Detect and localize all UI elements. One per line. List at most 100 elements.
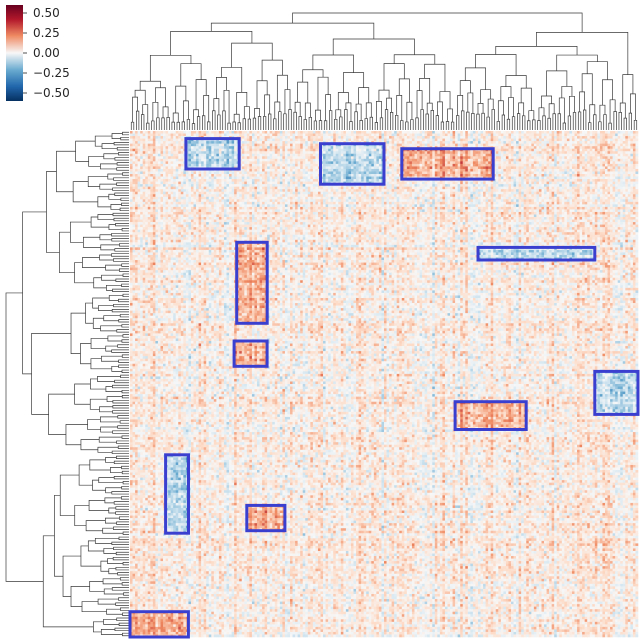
heatmap-cell: [453, 161, 456, 164]
heatmap-cell: [450, 182, 453, 185]
heatmap-cell: [628, 136, 631, 139]
heatmap-cell: [387, 134, 390, 137]
heatmap-cell: [171, 164, 174, 167]
heatmap-cell: [181, 187, 184, 190]
heatmap-cell: [196, 131, 199, 134]
heatmap-cell: [460, 161, 463, 164]
heatmap-cell: [483, 187, 486, 190]
heatmap-cell: [590, 184, 593, 187]
heatmap-cell: [427, 171, 430, 174]
heatmap-cell: [313, 151, 316, 154]
heatmap-cell: [348, 151, 351, 154]
heatmap-cell: [221, 141, 224, 144]
heatmap-cell: [435, 154, 438, 157]
heatmap-cell: [336, 136, 339, 139]
heatmap-cell: [216, 174, 219, 177]
heatmap-cell: [204, 184, 207, 187]
heatmap-cell: [277, 156, 280, 159]
heatmap-cell: [552, 136, 555, 139]
heatmap-cell: [260, 139, 263, 142]
heatmap-cell: [448, 161, 451, 164]
heatmap-cell: [303, 134, 306, 137]
heatmap-cell: [506, 182, 509, 185]
heatmap-cell: [506, 156, 509, 159]
heatmap-cell: [133, 169, 136, 172]
heatmap-cell: [310, 141, 313, 144]
heatmap-cell: [234, 154, 237, 157]
heatmap-cell: [305, 161, 308, 164]
heatmap-cell: [389, 164, 392, 167]
heatmap-cell: [526, 154, 529, 157]
heatmap-cell: [227, 189, 230, 192]
heatmap-cell: [287, 149, 290, 152]
heatmap-cell: [389, 136, 392, 139]
heatmap-cell: [430, 192, 433, 195]
heatmap-cell: [303, 159, 306, 162]
heatmap-cell: [379, 149, 382, 152]
heatmap-cell: [389, 179, 392, 182]
heatmap-cell: [229, 154, 232, 157]
heatmap-cell: [178, 179, 181, 182]
heatmap-cell: [166, 182, 169, 185]
heatmap-cell: [420, 131, 423, 134]
heatmap-cell: [414, 182, 417, 185]
heatmap-cell: [150, 179, 153, 182]
heatmap-cell: [376, 131, 379, 134]
heatmap-cell: [275, 131, 278, 134]
heatmap-cell: [526, 131, 529, 134]
heatmap-cell: [211, 177, 214, 180]
heatmap-cell: [341, 149, 344, 152]
heatmap-cell: [221, 159, 224, 162]
heatmap-cell: [354, 169, 357, 172]
heatmap-cell: [463, 166, 466, 169]
heatmap-cell: [295, 177, 298, 180]
heatmap-cell: [178, 164, 181, 167]
heatmap-cell: [310, 144, 313, 147]
heatmap-cell: [473, 144, 476, 147]
heatmap-cell: [138, 166, 141, 169]
heatmap-cell: [346, 139, 349, 142]
heatmap-cell: [282, 184, 285, 187]
heatmap-cell: [204, 144, 207, 147]
heatmap-cell: [488, 169, 491, 172]
heatmap-cell: [564, 166, 567, 169]
heatmap-cell: [445, 144, 448, 147]
heatmap-cell: [199, 184, 202, 187]
heatmap-cell: [623, 174, 626, 177]
heatmap-cell: [201, 179, 204, 182]
heatmap-cell: [430, 166, 433, 169]
heatmap-cell: [590, 139, 593, 142]
heatmap-cell: [577, 136, 580, 139]
heatmap-cell: [481, 169, 484, 172]
heatmap-cell: [539, 192, 542, 195]
heatmap-cell: [608, 156, 611, 159]
heatmap-cell: [445, 134, 448, 137]
heatmap-cell: [435, 151, 438, 154]
heatmap-cell: [422, 166, 425, 169]
heatmap-cell: [308, 149, 311, 152]
heatmap-cell: [455, 189, 458, 192]
heatmap-cell: [605, 174, 608, 177]
heatmap-cell: [511, 136, 514, 139]
heatmap-cell: [331, 154, 334, 157]
heatmap-cell: [315, 136, 318, 139]
heatmap-cell: [569, 187, 572, 190]
heatmap-cell: [221, 177, 224, 180]
heatmap-cell: [455, 166, 458, 169]
heatmap-cell: [501, 174, 504, 177]
heatmap-cell: [473, 182, 476, 185]
heatmap-cell: [191, 184, 194, 187]
heatmap-cell: [356, 166, 359, 169]
heatmap-cell: [173, 192, 176, 195]
heatmap-cell: [374, 177, 377, 180]
heatmap-cell: [539, 144, 542, 147]
heatmap-cell: [214, 174, 217, 177]
heatmap-cell: [526, 136, 529, 139]
heatmap-cell: [277, 179, 280, 182]
heatmap-cell: [595, 134, 598, 137]
heatmap-cell: [488, 189, 491, 192]
heatmap-cell: [521, 169, 524, 172]
heatmap-cell: [587, 174, 590, 177]
heatmap-cell: [282, 164, 285, 167]
heatmap-cell: [249, 184, 252, 187]
